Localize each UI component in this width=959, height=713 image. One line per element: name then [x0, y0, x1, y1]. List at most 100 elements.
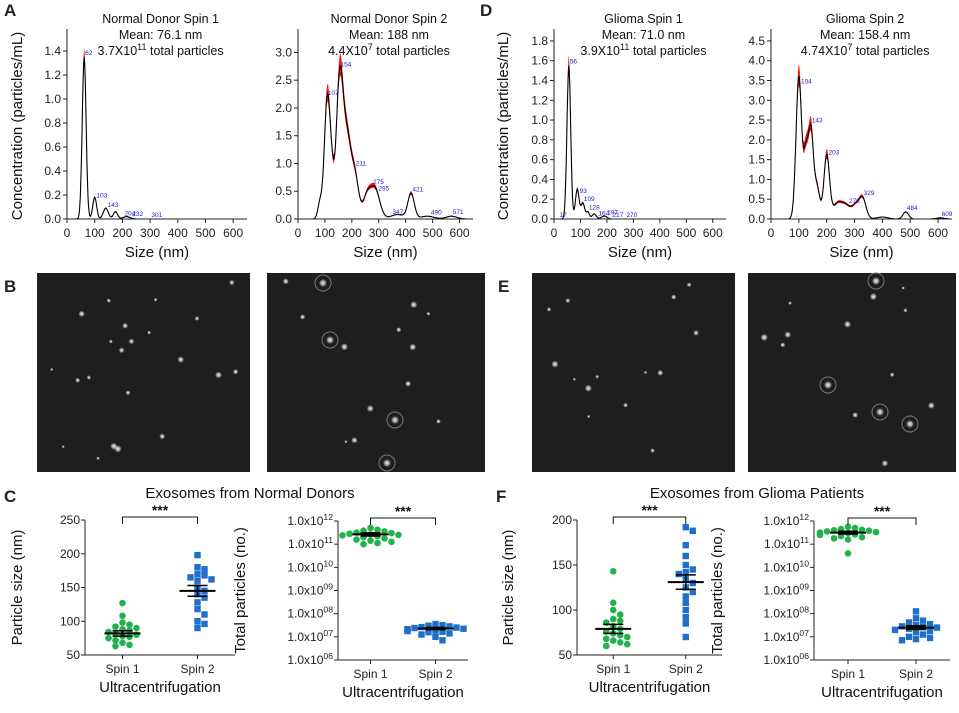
data-point-spin1	[872, 528, 880, 536]
particle-spot	[436, 419, 441, 424]
peak-label: 103	[97, 192, 108, 199]
data-point-spin1	[844, 550, 852, 557]
mean-annotation: Mean: 158.4 nm	[820, 28, 910, 42]
particle-spot	[565, 298, 571, 304]
y-tick-label: 0.0	[275, 212, 292, 226]
data-point-spin1	[616, 617, 624, 625]
particle-spot	[869, 293, 878, 301]
total-annotation: 4.74X107 total particles	[801, 42, 930, 58]
peak-label: 484	[907, 205, 918, 212]
y-tick-label: 1.0x1012	[763, 512, 809, 528]
x-tick-label: 600	[450, 226, 470, 240]
peak-label: 329	[864, 190, 875, 197]
data-point-spin1	[616, 639, 624, 646]
particle-spot	[927, 402, 935, 409]
particle-halo	[321, 331, 339, 349]
data-point-spin2	[201, 611, 208, 618]
particle-spot	[657, 369, 664, 376]
data-point-spin1	[339, 532, 346, 539]
particle-spot	[788, 301, 792, 305]
data-point-spin1	[395, 531, 402, 539]
data-point-spin2	[208, 576, 215, 583]
data-point-spin2	[201, 572, 208, 579]
x-tick-label: 500	[676, 226, 696, 240]
particle-spot	[595, 374, 600, 379]
x-tick-label: 400	[168, 226, 188, 240]
y-axis-label: Total particles (no.)	[232, 527, 249, 654]
data-point-spin1	[353, 536, 360, 543]
data-point-spin1	[360, 540, 367, 548]
particle-spot	[177, 356, 185, 363]
chart-title: Exosomes from Normal Donors	[145, 485, 354, 502]
y-axis-label: Particle size (nm)	[9, 530, 26, 646]
peak-label: 107	[328, 90, 339, 97]
particle-spot-large	[326, 336, 334, 344]
y-axis-label: Concentration (particles/mL)	[9, 32, 26, 220]
data-point-spin1	[381, 528, 388, 535]
y-tick-label: 1.0x1012	[287, 512, 333, 528]
y-tick-label: 0.0	[748, 212, 765, 226]
peak-label: 232	[132, 211, 143, 218]
particle-spot	[693, 330, 699, 336]
data-point-spin2	[418, 623, 425, 631]
error-band	[298, 53, 471, 219]
peak-label: 143	[812, 117, 823, 124]
y-tick-label: 1.0	[275, 156, 292, 170]
peak-label: 211	[356, 160, 367, 167]
particle-spot-large	[824, 381, 832, 389]
y-tick-label: 2.5	[748, 113, 765, 127]
x-axis-label: Ultracentrifugation	[821, 684, 943, 701]
peak-label: 421	[412, 186, 423, 193]
peak-label: 62	[85, 50, 93, 57]
x-tick-label: Spin 1	[596, 662, 630, 676]
peak-label: 609	[942, 211, 953, 218]
particle-spot	[147, 330, 152, 335]
y-tick-label: 2.0	[748, 133, 765, 147]
particle-spot	[650, 448, 655, 453]
data-point-spin1	[133, 624, 140, 632]
data-point-spin1	[374, 526, 381, 534]
particle-spot	[572, 377, 576, 381]
mean-line	[298, 64, 471, 220]
particle-spot	[61, 445, 65, 449]
particle-spot	[229, 279, 235, 286]
data-point-spin2	[682, 552, 689, 560]
data-point-spin2	[201, 566, 208, 573]
y-tick-label: 1.0	[44, 92, 61, 106]
y-tick-label: 0.2	[531, 192, 548, 206]
data-point-spin2	[446, 623, 453, 630]
particle-spot	[96, 456, 100, 461]
peak-label: 128	[589, 205, 600, 212]
particle-spot	[232, 369, 239, 375]
data-point-spin2	[682, 561, 689, 569]
particle-spot	[128, 338, 135, 345]
x-tick-label: 300	[623, 226, 643, 240]
particle-spot	[122, 322, 129, 329]
chart-a1: 0 100 200 300 400 500 600 0.0 0.2 0.4 0.6 0.8 1.0 1.2…	[9, 12, 247, 261]
data-point-spin1	[112, 642, 119, 650]
data-point-spin2	[432, 633, 439, 641]
data-point-spin1	[346, 530, 353, 538]
data-point-spin1	[623, 633, 631, 641]
chart-d1: 0 100 200 300 400 500 600 0.0 0.2 0.4 0.6 0.8 1.0 1.2…	[495, 12, 726, 261]
particle-spot	[110, 442, 118, 450]
x-tick-label: 500	[900, 226, 920, 240]
y-tick-label: 1.5	[748, 153, 765, 167]
particle-spot	[125, 390, 131, 396]
y-tick-label: 1.0x1006	[763, 651, 809, 667]
particle-spot	[78, 310, 85, 317]
data-point-spin1	[119, 612, 126, 620]
peak-label: 295	[378, 185, 389, 192]
data-point-spin2	[425, 622, 432, 629]
particle-spot	[852, 412, 859, 418]
significance-bracket	[847, 517, 917, 525]
particle-spot	[50, 367, 54, 372]
particle-halo	[314, 274, 332, 292]
y-tick-label: 1.0	[748, 172, 765, 186]
data-point-spin1	[609, 615, 617, 623]
y-tick-label: 0.0	[531, 212, 548, 226]
x-tick-label: 100	[789, 226, 809, 240]
x-tick-label: 600	[703, 226, 723, 240]
y-tick-label: 1.0x1007	[287, 628, 333, 644]
data-point-spin1	[865, 527, 873, 535]
